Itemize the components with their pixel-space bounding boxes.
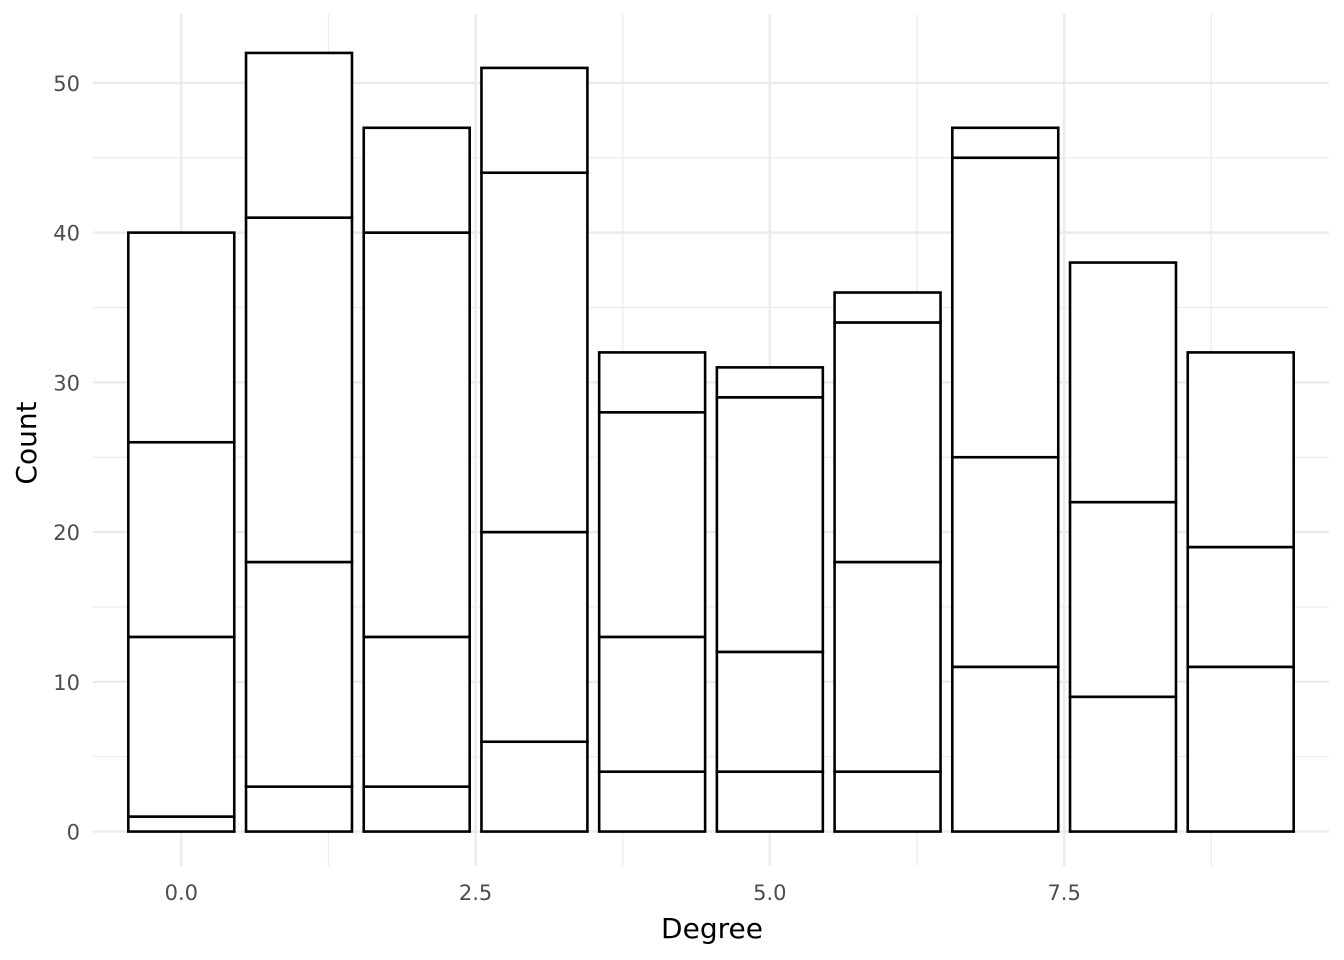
bar-segment — [715, 366, 825, 399]
y-tick-label: 10 — [53, 671, 80, 695]
bar-stack — [1186, 351, 1295, 833]
x-tick-label: 7.5 — [1047, 881, 1080, 905]
y-tick-label: 20 — [53, 521, 80, 545]
bar-segment — [480, 740, 589, 833]
bar-segment — [480, 66, 589, 175]
y-tick-label: 30 — [53, 371, 80, 395]
bar-segment — [480, 530, 589, 744]
bar-segment — [715, 650, 825, 773]
x-tick-label: 2.5 — [459, 881, 492, 905]
bar-segment — [715, 770, 825, 833]
bar-stack — [597, 351, 707, 833]
bar-segment — [362, 635, 471, 788]
bar-segment — [951, 126, 1060, 160]
x-axis-title: Degree — [661, 912, 763, 945]
bar-segment — [362, 231, 471, 639]
bar-segment — [951, 665, 1060, 833]
bar-stack — [480, 66, 589, 833]
bar-segment — [362, 126, 471, 234]
bar-segment — [833, 321, 942, 564]
bar-segment — [833, 770, 942, 833]
bar-segment — [127, 440, 236, 639]
y-tick-label: 40 — [53, 222, 80, 246]
tick-labels: 0.0 2.5 5.0 7.5 0 10 20 30 40 50 — [53, 72, 1081, 905]
x-tick-label: 0.0 — [165, 881, 198, 905]
bar-segment — [244, 785, 354, 833]
y-axis-title: Count — [10, 401, 43, 484]
bar-segment — [1186, 351, 1295, 549]
bar-segment — [244, 560, 354, 788]
bar-stack — [1068, 261, 1178, 833]
bar-stack — [127, 231, 236, 833]
bar-segment — [127, 635, 236, 818]
bar-segment — [715, 396, 825, 654]
x-tick-label: 5.0 — [753, 881, 786, 905]
bar-stack — [715, 366, 825, 833]
bar-stack — [244, 51, 354, 833]
bar-segment — [597, 770, 707, 833]
bar-segment — [244, 51, 354, 219]
y-tick-label: 0 — [67, 821, 80, 845]
bar-segment — [597, 635, 707, 773]
bar-segment — [951, 156, 1060, 459]
bar-segment — [833, 291, 942, 324]
bar-segment — [597, 351, 707, 414]
bar-stack — [951, 126, 1060, 833]
bar-segment — [833, 560, 942, 773]
bar-segment — [480, 171, 589, 534]
bar-stack — [833, 291, 942, 833]
bar-segment — [1068, 261, 1178, 504]
bar-segment — [1186, 545, 1295, 669]
bar-segment — [1186, 665, 1295, 833]
bar-segment — [1068, 695, 1178, 833]
bar-segment — [127, 231, 236, 444]
bar-segment — [951, 455, 1060, 669]
bar-segment — [244, 216, 354, 564]
bar-segment — [127, 815, 236, 833]
bar-segment — [597, 410, 707, 639]
y-tick-label: 50 — [53, 72, 80, 96]
bar-segment — [1068, 500, 1178, 699]
bar-stack — [362, 126, 471, 833]
bars — [127, 51, 1295, 833]
bar-segment — [362, 785, 471, 833]
